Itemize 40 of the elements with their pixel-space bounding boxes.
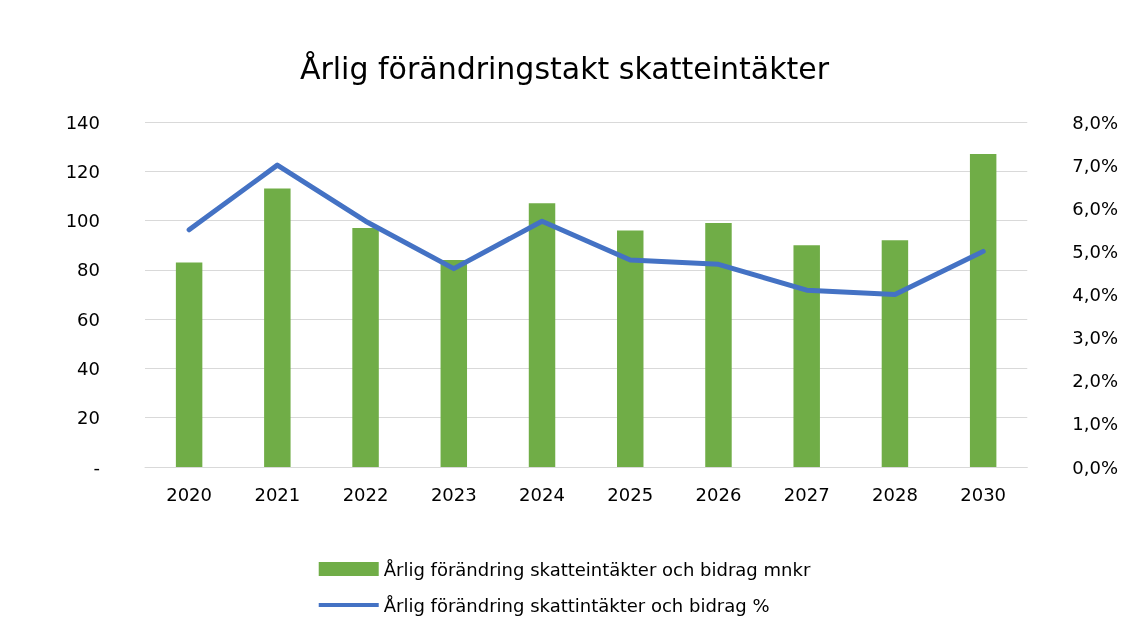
bar xyxy=(440,260,468,467)
y-tick-label: 80 xyxy=(77,259,100,281)
bar xyxy=(617,230,644,467)
x-tick-label: 2023 xyxy=(430,483,477,505)
y2-tick-label: 8,0% xyxy=(1072,111,1118,133)
y-tick-label: 60 xyxy=(77,308,100,330)
y2-tick-label: 7,0% xyxy=(1072,154,1118,176)
chart-title: Årlig förändringstakt skatteintäkter xyxy=(299,50,830,86)
y2-tick-label: 1,0% xyxy=(1072,413,1118,435)
x-tick-label: 2024 xyxy=(519,483,565,505)
x-tick-label: 2025 xyxy=(607,483,654,505)
y2-tick-label: 3,0% xyxy=(1072,327,1118,349)
y-tick-label: 40 xyxy=(77,357,100,379)
bar xyxy=(969,154,997,467)
bar xyxy=(881,240,909,467)
legend-label: Årlig förändring skattintäkter och bidrag % xyxy=(383,594,770,616)
y-tick-label: - xyxy=(93,456,100,478)
y2-tick-label: 4,0% xyxy=(1072,284,1118,305)
legend-label: Årlig förändring skatteintäkter och bidrag mnkr xyxy=(383,558,811,580)
y2-tick-label: 6,0% xyxy=(1072,197,1118,219)
x-tick-label: 2021 xyxy=(254,483,301,505)
x-tick-label: 2022 xyxy=(342,483,389,505)
y-tick-label: 120 xyxy=(65,160,100,182)
bar xyxy=(175,262,203,467)
bar xyxy=(264,188,291,467)
x-tick-label: 2026 xyxy=(695,483,742,505)
bar xyxy=(705,223,732,467)
x-tick-label: 2020 xyxy=(166,483,213,505)
y-tick-label: 140 xyxy=(65,111,100,133)
bar xyxy=(352,227,379,467)
y-tick-label: 100 xyxy=(65,210,100,232)
y2-tick-label: 5,0% xyxy=(1072,240,1118,262)
x-tick-label: 2028 xyxy=(872,483,918,505)
y2-tick-label: 2,0% xyxy=(1072,370,1118,392)
y2-tick-label: 0,0% xyxy=(1072,456,1118,478)
x-tick-label: 2027 xyxy=(783,483,830,505)
x-tick-label: 2030 xyxy=(960,483,1007,505)
bar xyxy=(793,245,820,467)
y-tick-label: 20 xyxy=(77,407,100,429)
bar xyxy=(528,203,556,467)
